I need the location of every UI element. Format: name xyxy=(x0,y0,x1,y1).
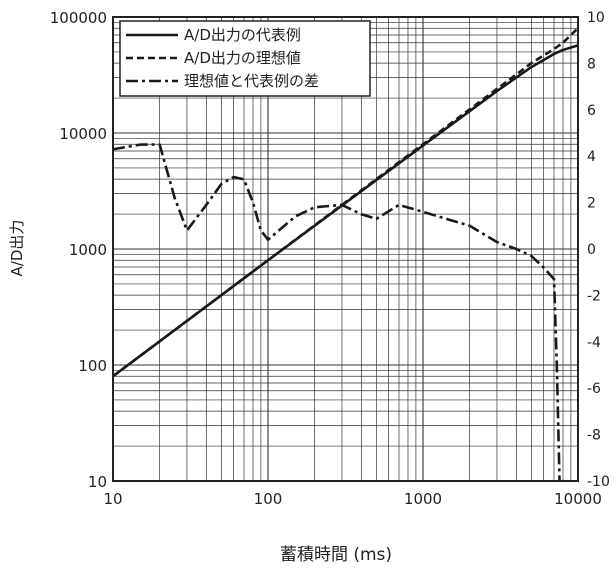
x-tick-label: 1000 xyxy=(404,490,442,508)
x-axis-label: 蓄積時間 (ms) xyxy=(280,545,392,565)
y2-tick-label: 2 xyxy=(587,196,596,212)
x-tick-label: 10000 xyxy=(554,490,602,508)
y2-tick-label: 10 xyxy=(587,10,605,26)
y-axis-label: A/D出力 xyxy=(8,220,26,277)
series-layer xyxy=(112,27,579,482)
y2-tick-label: 4 xyxy=(587,149,596,165)
y-tick-label: 10000 xyxy=(59,125,107,143)
y-tick-label: 10 xyxy=(88,473,107,491)
x-tick-label: 100 xyxy=(254,490,283,508)
series-line-2 xyxy=(112,27,579,378)
y2-tick-label: 6 xyxy=(587,103,596,119)
legend-label: A/D出力の理想値 xyxy=(184,49,301,67)
x-tick-label: 10 xyxy=(103,490,122,508)
y-tick-label: 1000 xyxy=(69,241,107,259)
y2-tick-label: -2 xyxy=(587,288,601,304)
series-line-3 xyxy=(112,143,561,482)
y2-tick-label: -8 xyxy=(587,428,601,444)
legend-label: A/D出力の代表例 xyxy=(184,26,301,44)
y2-tick-label: -6 xyxy=(587,381,601,397)
y2-tick-label: -4 xyxy=(587,335,601,351)
tick-labels: 10 100 1000 1000010100100010000100000-10-8-… xyxy=(50,9,610,508)
y-tick-label: 100000 xyxy=(50,9,107,27)
y2-tick-label: 0 xyxy=(587,242,596,258)
y-tick-label: 100 xyxy=(78,357,107,375)
plot-frame xyxy=(112,16,579,482)
y2-tick-label: -10 xyxy=(587,474,610,490)
y2-tick-label: 8 xyxy=(587,56,596,72)
legend-label: 理想値と代表例の差 xyxy=(184,72,319,90)
